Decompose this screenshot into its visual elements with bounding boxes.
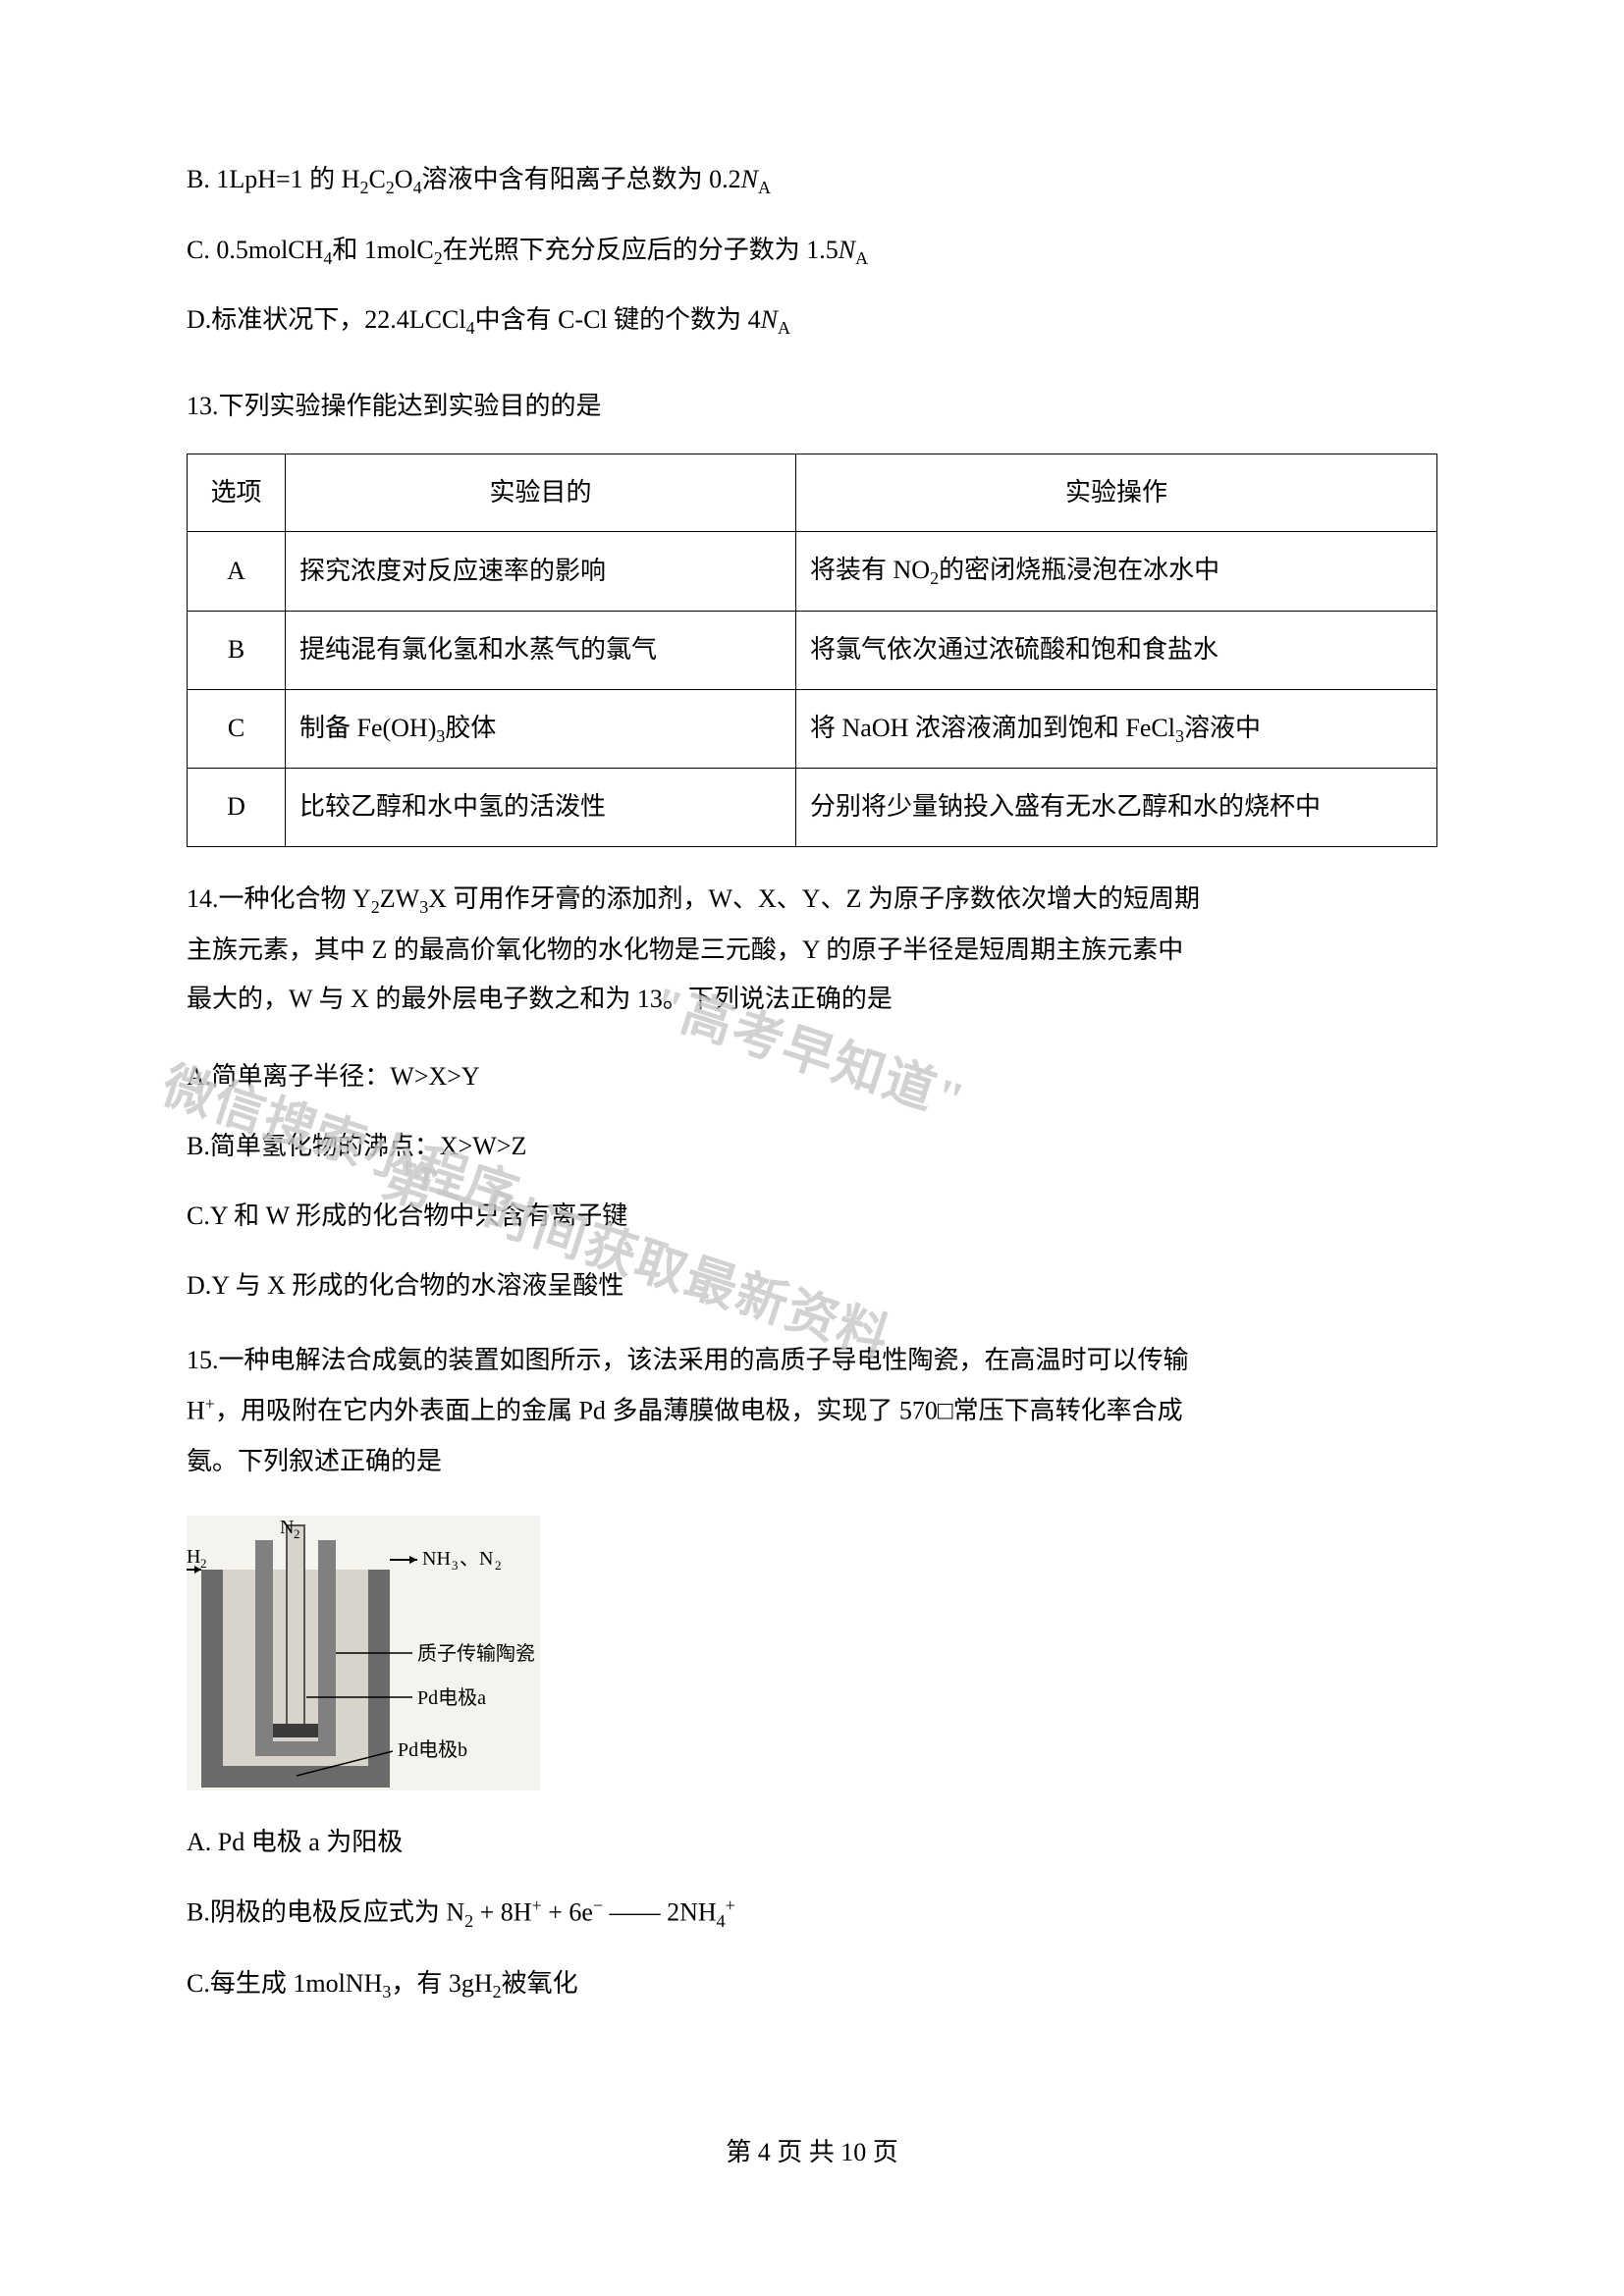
q15-stem-line1: 15.一种电解法合成氨的装置如图所示，该法采用的高质子导电性陶瓷，在高温时可以传… xyxy=(187,1338,1437,1384)
svg-text:N: N xyxy=(280,1517,294,1538)
label-pd-a: Pd电极a xyxy=(417,1686,486,1709)
svg-text:2: 2 xyxy=(495,1558,502,1573)
table-row: C 制备 Fe(OH)3胶体 将 NaOH 浓溶液滴加到饱和 FeCl3溶液中 xyxy=(188,689,1437,769)
option-d-top: D.标准状况下，22.4LCCl4中含有 C-Cl 键的个数为 4NA xyxy=(187,297,1437,345)
table-row: D 比较乙醇和水中氢的活泼性 分别将少量钠投入盛有无水乙醇和水的烧杯中 xyxy=(188,769,1437,847)
svg-text:NH: NH xyxy=(422,1548,451,1570)
q15-option-b: B.阴极的电极反应式为 N2 + 8H+ + 6e− —— 2NH4+ xyxy=(187,1890,1437,1937)
q14-option-d: D.Y 与 X 形成的化合物的水溶液呈酸性 xyxy=(187,1263,1437,1309)
q15-option-a: A. Pd 电极 a 为阳极 xyxy=(187,1820,1437,1866)
table-row: B 提纯混有氯化氢和水蒸气的氯气 将氯气依次通过浓硫酸和饱和食盐水 xyxy=(188,611,1437,689)
q13-table: 选项 实验目的 实验操作 A 探究浓度对反应速率的影响 将装有 NO2的密闭烧瓶… xyxy=(187,454,1437,848)
table-header-operation: 实验操作 xyxy=(796,454,1437,532)
table-row: A 探究浓度对反应速率的影响 将装有 NO2的密闭烧瓶浸泡在冰水中 xyxy=(188,532,1437,612)
q15-stem-line2: H+，用吸附在它内外表面上的金属 Pd 多晶薄膜做电极，实现了 570□常压下高… xyxy=(187,1388,1437,1434)
q15-option-c: C.每生成 1molNH3，有 3gH2被氧化 xyxy=(187,1961,1437,2008)
q14-option-a: A.简单离子半径：W>X>Y xyxy=(187,1054,1437,1100)
electrolysis-diagram: H 2 N 2 NH 3 、N 2 质子传输陶瓷 Pd电极a Pd电极b xyxy=(187,1516,1437,1790)
q13-stem: 13.下列实验操作能达到实验目的的是 xyxy=(187,384,1437,430)
page-footer: 第 4 页 共 10 页 xyxy=(0,2132,1624,2168)
table-header-purpose: 实验目的 xyxy=(286,454,796,532)
svg-text:2: 2 xyxy=(294,1526,300,1541)
table-header-option: 选项 xyxy=(188,454,286,532)
q15-stem-line3: 氨。下列叙述正确的是 xyxy=(187,1439,1437,1485)
q14-stem-line1: 14.一种化合物 Y2ZW3X 可用作牙膏的添加剂，W、X、Y、Z 为原子序数依… xyxy=(187,877,1437,924)
svg-text:、N: 、N xyxy=(460,1548,493,1570)
q14-option-b: B.简单氢化物的沸点：X>W>Z xyxy=(187,1124,1437,1170)
q14-stem-line3: 最大的，W 与 X 的最外层电子数之和为 13。下列说法正确的是 xyxy=(187,977,1437,1023)
svg-text:3: 3 xyxy=(452,1558,459,1573)
option-c-top: C. 0.5molCH4和 1molC2在光照下充分反应后的分子数为 1.5NA xyxy=(187,228,1437,275)
option-b-top: B. 1LpH=1 的 H2C2O4溶液中含有阳离子总数为 0.2NA xyxy=(187,157,1437,204)
label-pd-b: Pd电极b xyxy=(398,1738,467,1761)
svg-text:2: 2 xyxy=(200,1556,207,1571)
q14-option-c: C.Y 和 W 形成的化合物中只含有离子键 xyxy=(187,1194,1437,1240)
q14-stem-line2: 主族元素，其中 Z 的最高价氧化物的水化物是三元酸，Y 的原子半径是短周期主族元… xyxy=(187,928,1437,974)
svg-text:H: H xyxy=(187,1546,200,1568)
label-proton-ceramic: 质子传输陶瓷 xyxy=(417,1642,535,1665)
